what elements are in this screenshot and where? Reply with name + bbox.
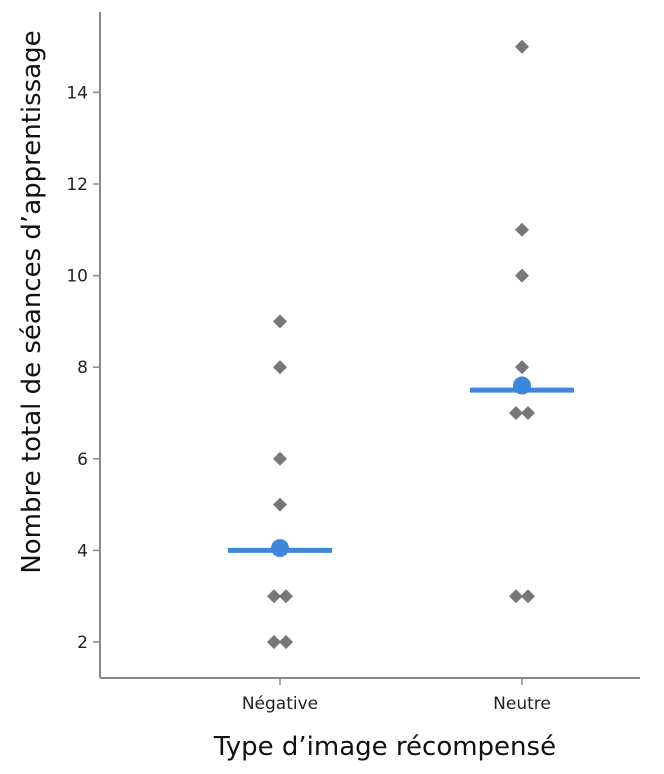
- y-tick-label: 14: [66, 83, 88, 103]
- data-point: [509, 406, 523, 420]
- y-tick-label: 8: [77, 358, 88, 378]
- data-point: [515, 360, 529, 375]
- summary-marks: [228, 376, 574, 558]
- y-tick-label: 2: [77, 633, 88, 653]
- x-axis-ticks: Négative Neutre: [242, 678, 551, 714]
- y-axis-ticks: 2 4 6 8 10 12 14: [66, 83, 100, 653]
- x-tick-label: Neutre: [493, 694, 551, 714]
- data-point: [273, 497, 287, 512]
- data-point: [515, 39, 529, 54]
- y-axis-title: Nombre total de séances d’apprentissage: [17, 30, 47, 573]
- data-point: [521, 589, 535, 604]
- data-point: [279, 589, 293, 604]
- x-tick-label: Négative: [242, 694, 318, 714]
- data-point: [267, 589, 281, 604]
- data-point: [273, 360, 287, 375]
- data-point: [515, 268, 529, 283]
- y-tick-label: 12: [66, 175, 88, 195]
- mean-point: [513, 376, 531, 395]
- y-tick-label: 4: [77, 541, 88, 561]
- x-axis-title: Type d’image récompensé: [213, 732, 556, 762]
- data-point: [509, 589, 523, 604]
- data-point: [515, 222, 529, 237]
- data-points: [267, 39, 535, 649]
- y-tick-label: 10: [66, 267, 88, 287]
- data-point: [273, 314, 287, 329]
- axes: [99, 12, 640, 679]
- data-point: [267, 635, 281, 649]
- data-point: [279, 635, 293, 649]
- y-tick-label: 6: [77, 450, 88, 470]
- mean-point: [271, 539, 289, 558]
- data-point: [273, 451, 287, 466]
- data-point: [521, 406, 535, 420]
